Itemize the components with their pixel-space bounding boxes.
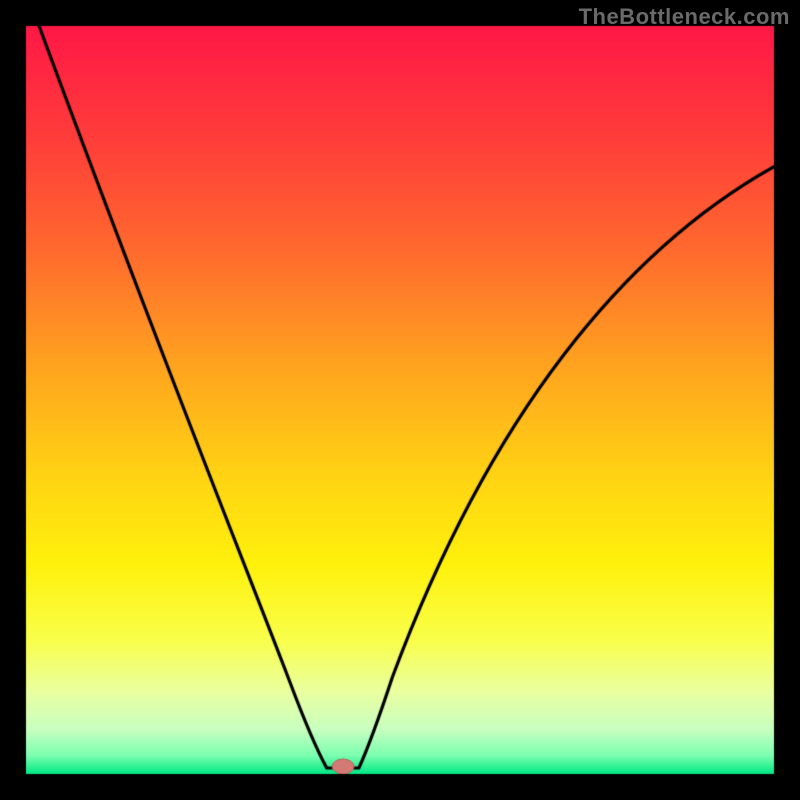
chart-root: TheBottleneck.com [0,0,800,800]
watermark-text: TheBottleneck.com [579,4,790,30]
bottleneck-chart-canvas [0,0,800,800]
